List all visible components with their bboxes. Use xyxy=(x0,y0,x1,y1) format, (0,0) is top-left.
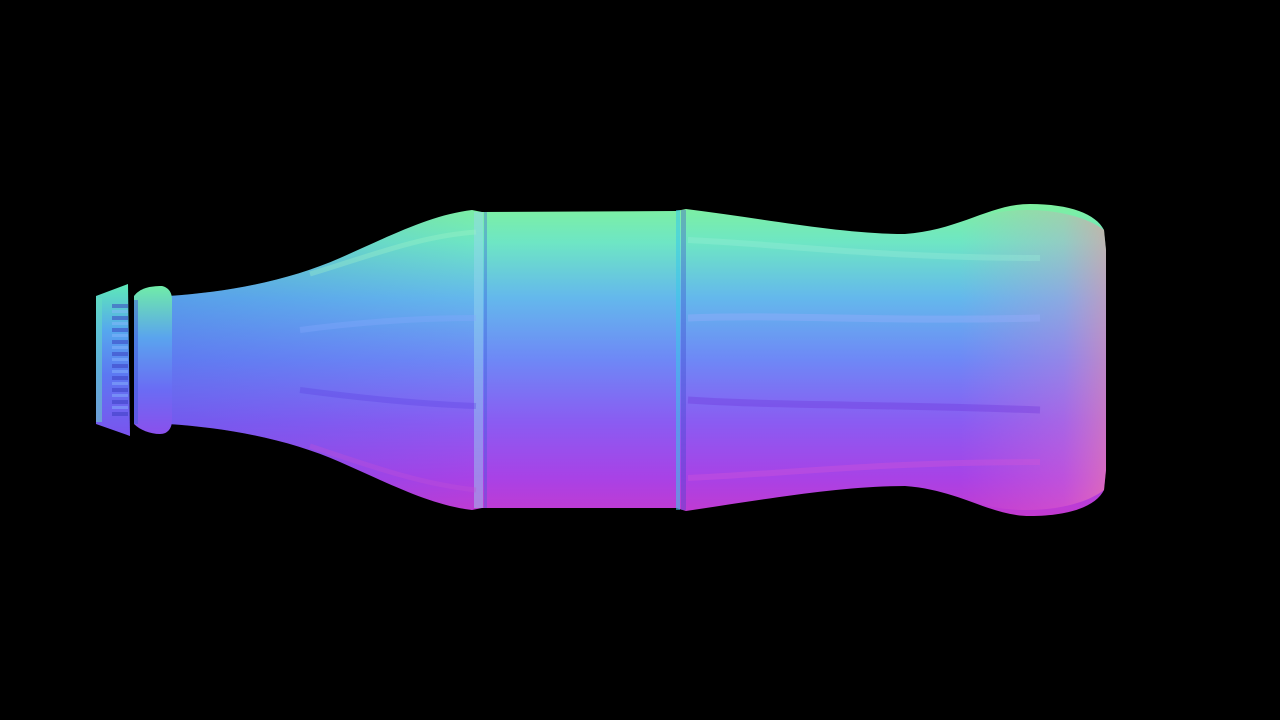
bottle-cap xyxy=(96,284,130,436)
label-ridge-right xyxy=(676,210,680,510)
label-ridge-left xyxy=(474,212,483,508)
neck-ring xyxy=(134,286,172,434)
